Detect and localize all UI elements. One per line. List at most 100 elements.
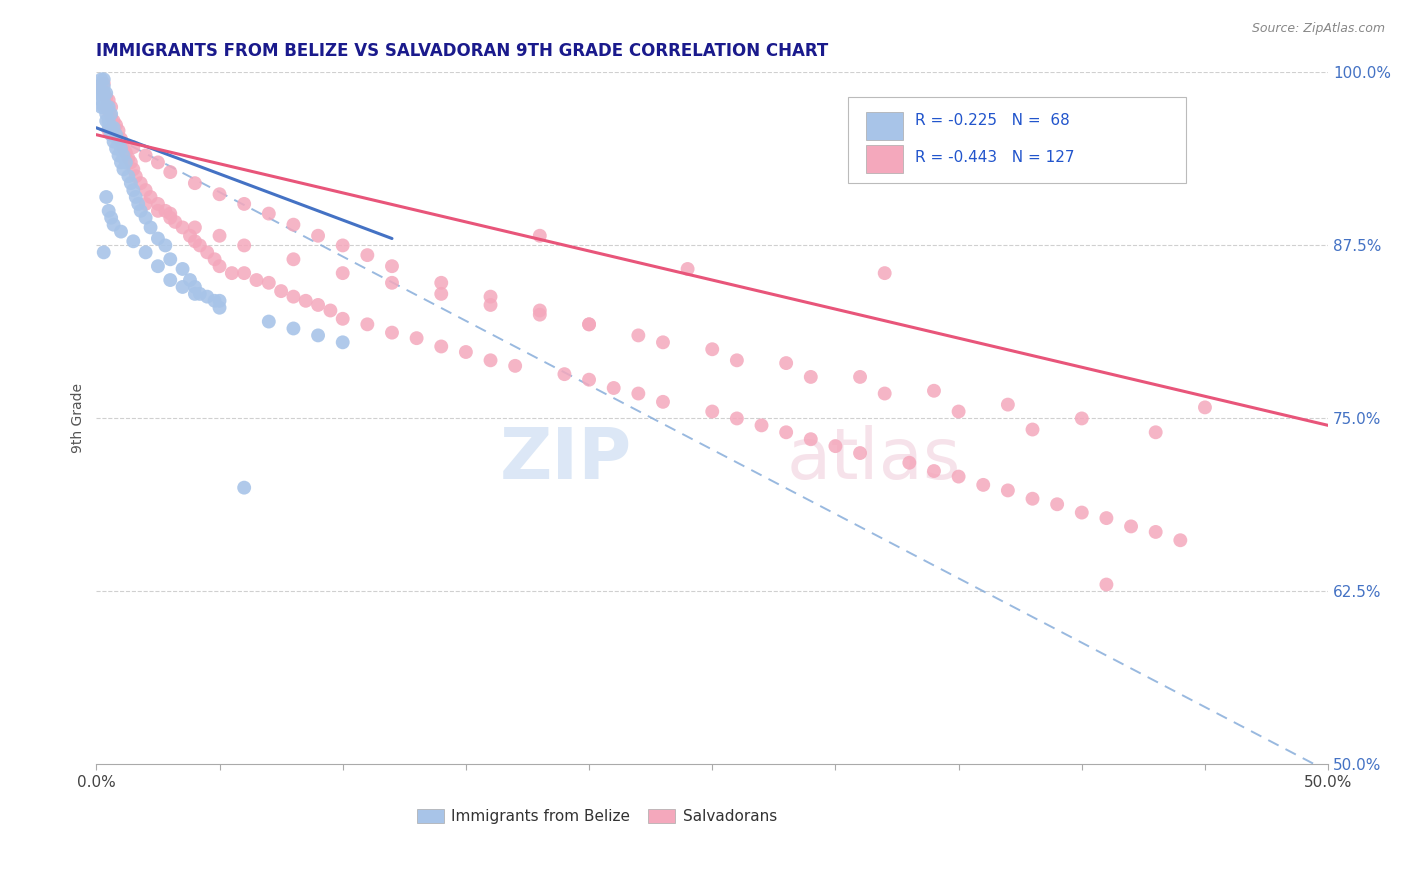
Point	[208, 228, 231, 243]
Point	[129, 176, 152, 190]
Point	[105, 142, 128, 156]
Point	[208, 301, 231, 315]
Point	[627, 386, 650, 401]
Point	[356, 318, 378, 332]
Point	[96, 90, 118, 104]
Point	[1021, 491, 1043, 506]
Point	[90, 72, 112, 87]
Point	[972, 478, 994, 492]
Point	[184, 286, 207, 301]
Point	[93, 72, 115, 87]
Point	[381, 326, 404, 340]
Point	[135, 183, 157, 197]
Point	[172, 220, 194, 235]
Point	[159, 211, 181, 225]
Point	[430, 339, 453, 353]
Point	[127, 197, 149, 211]
Point	[96, 86, 118, 100]
Point	[208, 187, 231, 202]
Point	[332, 311, 354, 326]
Point	[122, 234, 145, 248]
Point	[90, 82, 112, 96]
Point	[93, 86, 115, 100]
Point	[93, 86, 115, 100]
Point	[146, 155, 169, 169]
Point	[849, 370, 872, 384]
Point	[233, 238, 256, 252]
Point	[602, 381, 624, 395]
Point	[122, 140, 145, 154]
Point	[1119, 519, 1142, 533]
Point	[159, 273, 181, 287]
Point	[96, 107, 118, 121]
Point	[184, 234, 207, 248]
Point	[725, 411, 748, 425]
Point	[356, 248, 378, 262]
Point	[100, 128, 122, 142]
Point	[93, 100, 115, 114]
Point	[115, 145, 138, 160]
Point	[775, 425, 797, 440]
Point	[146, 203, 169, 218]
Point	[90, 93, 112, 107]
Point	[245, 273, 267, 287]
Point	[188, 286, 211, 301]
Point	[105, 128, 128, 142]
Point	[270, 284, 292, 298]
Point	[125, 169, 148, 184]
Point	[1144, 524, 1167, 539]
Point	[90, 100, 112, 114]
Point	[529, 303, 551, 318]
Point	[110, 135, 132, 149]
Text: R = -0.443   N = 127: R = -0.443 N = 127	[915, 150, 1076, 165]
Point	[146, 259, 169, 273]
Point	[204, 252, 226, 267]
Point	[307, 328, 329, 343]
Point	[283, 290, 305, 304]
Point	[578, 318, 600, 332]
Point	[319, 303, 342, 318]
Point	[93, 79, 115, 94]
Point	[110, 225, 132, 239]
Point	[430, 276, 453, 290]
Point	[479, 353, 502, 368]
Point	[184, 220, 207, 235]
Point	[257, 206, 280, 220]
Point	[652, 394, 675, 409]
Point	[139, 220, 162, 235]
Point	[107, 123, 129, 137]
Point	[110, 132, 132, 146]
Point	[381, 276, 404, 290]
Point	[100, 107, 122, 121]
Point	[146, 197, 169, 211]
Point	[195, 245, 218, 260]
Point	[529, 228, 551, 243]
Point	[135, 245, 157, 260]
Point	[172, 262, 194, 277]
Point	[135, 148, 157, 162]
Point	[115, 155, 138, 169]
Point	[96, 100, 118, 114]
Point	[184, 176, 207, 190]
Point	[112, 148, 135, 162]
Point	[122, 162, 145, 177]
Point	[159, 252, 181, 267]
Point	[257, 276, 280, 290]
Point	[107, 135, 129, 149]
Point	[454, 345, 477, 359]
Point	[105, 128, 128, 142]
Point	[100, 211, 122, 225]
Point	[381, 259, 404, 273]
Point	[529, 308, 551, 322]
Point	[87, 79, 110, 94]
Point	[139, 190, 162, 204]
Point	[307, 228, 329, 243]
Point	[146, 231, 169, 245]
Point	[165, 215, 187, 229]
Point	[97, 104, 120, 119]
Point	[179, 228, 201, 243]
Point	[283, 321, 305, 335]
Point	[122, 183, 145, 197]
Point	[405, 331, 427, 345]
Point	[1046, 497, 1069, 511]
